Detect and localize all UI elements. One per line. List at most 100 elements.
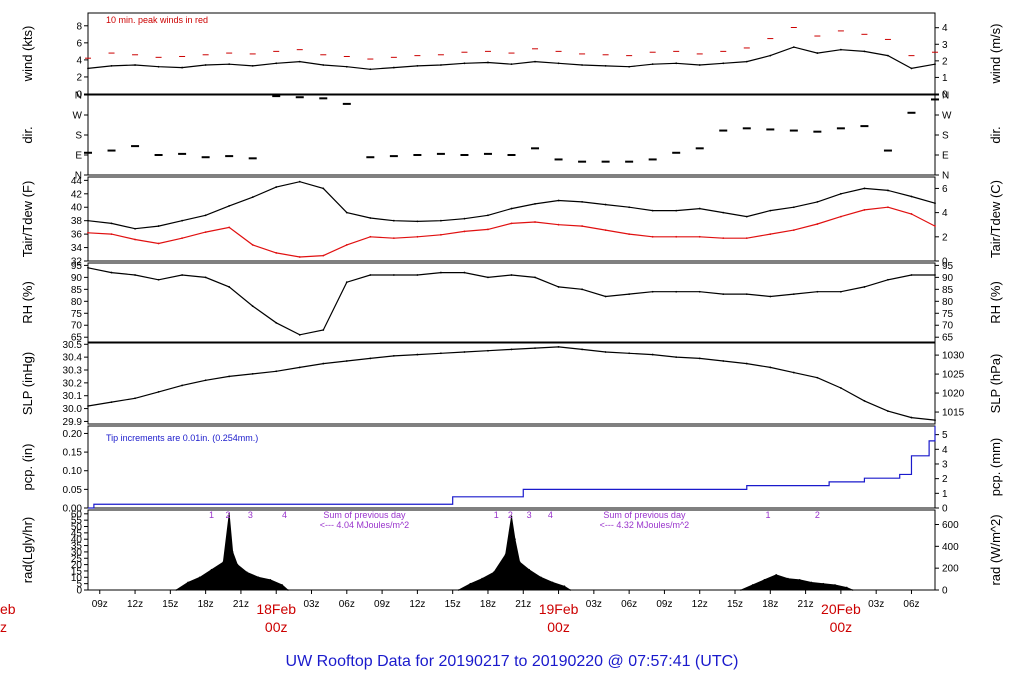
series-RH bbox=[87, 267, 935, 336]
data-point-rad bbox=[469, 582, 472, 585]
data-point-wind bbox=[675, 62, 678, 65]
right-tick-label: 2 bbox=[942, 56, 948, 67]
data-point-rad bbox=[810, 581, 813, 584]
data-point-Tdew bbox=[157, 242, 160, 245]
data-point-RH bbox=[792, 293, 795, 296]
right-tick-label: 0 bbox=[942, 257, 948, 268]
panel-frame bbox=[87, 12, 936, 95]
data-point-RH bbox=[134, 274, 136, 276]
data-point-Tair bbox=[722, 211, 725, 214]
data-point-RH bbox=[181, 274, 184, 276]
data-point-wind bbox=[134, 64, 136, 66]
left-tick-label: 29.9 bbox=[63, 417, 83, 428]
rad-annotation-line2: <--- 4.04 MJoules/m^2 bbox=[320, 520, 410, 530]
left-tick-label: 30.4 bbox=[63, 353, 83, 364]
rad-marker: 2 bbox=[815, 510, 820, 520]
right-tick-label: 200 bbox=[942, 564, 959, 575]
left-tick-label: 85 bbox=[71, 285, 83, 296]
data-point-SLP bbox=[534, 347, 536, 350]
right-tick-label: W bbox=[942, 111, 952, 122]
data-point-SLP bbox=[839, 387, 842, 389]
right-tick-label: 6 bbox=[942, 184, 948, 195]
left-tick-label: 32 bbox=[71, 257, 83, 268]
data-point-rad bbox=[287, 589, 289, 591]
data-point-SLP bbox=[557, 345, 560, 348]
panel-rad: 0510152025303540455055600200400600rad(Lg… bbox=[20, 509, 1003, 596]
data-point-Tair bbox=[792, 206, 795, 209]
right-tick-label: 1020 bbox=[942, 389, 965, 400]
data-point-RH bbox=[675, 290, 678, 293]
panel-note: Tip increments are 0.01in. (0.254mm.) bbox=[106, 433, 258, 443]
data-point-RH bbox=[534, 276, 536, 279]
data-point-rad bbox=[231, 551, 234, 553]
data-point-RH bbox=[651, 290, 654, 293]
data-point-wind bbox=[769, 54, 772, 57]
x-tick-label: 18z bbox=[762, 599, 778, 610]
data-point-wind bbox=[534, 60, 536, 63]
data-point-Tair bbox=[934, 202, 936, 205]
data-point-wind bbox=[392, 66, 395, 69]
data-point-rad bbox=[187, 581, 189, 584]
data-point-Tair bbox=[392, 219, 395, 222]
data-point-SLP bbox=[181, 384, 184, 387]
data-point-RH bbox=[487, 276, 489, 279]
y-axis-label: SLP (inHg) bbox=[20, 352, 35, 415]
right-tick-label: 5 bbox=[942, 430, 948, 441]
panel-note: 10 min. peak winds in red bbox=[106, 15, 208, 25]
series-SLP bbox=[87, 346, 936, 421]
data-point-wind bbox=[251, 64, 254, 67]
data-point-RH bbox=[87, 266, 89, 269]
data-point-Tair bbox=[557, 199, 560, 202]
left-tick-label: E bbox=[75, 151, 82, 162]
data-point-rad bbox=[175, 589, 178, 591]
data-point-Tdew bbox=[416, 235, 419, 238]
x-edge-time-label: z bbox=[0, 619, 7, 635]
data-point-rad bbox=[222, 561, 225, 563]
left-tick-label: 4 bbox=[76, 55, 82, 66]
panel-slp: 29.9 30.0 30.1 30.230.3 30.4 30.5 1015 1020 1025… bbox=[20, 340, 1003, 428]
data-point-RH bbox=[392, 274, 395, 276]
data-point-RH bbox=[863, 286, 866, 288]
rad-annotation-line1: Sum of previous day bbox=[603, 510, 686, 520]
data-point-RH bbox=[204, 276, 207, 279]
data-point-Tdew bbox=[228, 226, 231, 229]
data-point-Tair bbox=[157, 225, 160, 227]
data-point-Tdew bbox=[134, 238, 136, 241]
right-tick-label: N bbox=[942, 171, 949, 182]
data-point-wind bbox=[463, 62, 466, 65]
x-day-label: 18Feb bbox=[256, 601, 296, 617]
data-point-SLP bbox=[698, 357, 701, 360]
data-point-rad bbox=[740, 589, 742, 591]
right-tick-label: 400 bbox=[942, 542, 959, 553]
data-point-Tdew bbox=[604, 229, 607, 231]
left-tick-label: 0.15 bbox=[63, 448, 83, 459]
x-tick-label: 15z bbox=[162, 599, 178, 610]
right-tick-label: 80 bbox=[942, 297, 954, 308]
data-point-SLP bbox=[769, 366, 772, 369]
right-tick-label: 3 bbox=[942, 459, 948, 470]
left-tick-label: 30.5 bbox=[63, 340, 83, 351]
left-tick-label: N bbox=[75, 91, 82, 102]
data-point-Tair bbox=[675, 209, 678, 212]
panel-frame bbox=[87, 262, 936, 343]
data-point-Tdew bbox=[322, 254, 325, 257]
right-tick-label: 1015 bbox=[942, 408, 965, 419]
data-point-SLP bbox=[934, 419, 936, 422]
data-point-rad bbox=[281, 584, 283, 586]
data-point-Tdew bbox=[722, 237, 725, 240]
data-point-rad bbox=[518, 561, 521, 563]
rad-marker: 2 bbox=[508, 510, 513, 520]
data-point-Tdew bbox=[440, 233, 442, 236]
data-point-RH bbox=[557, 286, 560, 288]
data-point-wind bbox=[557, 62, 560, 65]
data-point-SLP bbox=[204, 379, 207, 382]
left-tick-label: 44 bbox=[71, 176, 83, 187]
data-point-Tdew bbox=[87, 231, 89, 234]
data-point-RH bbox=[628, 293, 631, 296]
data-point-SLP bbox=[910, 416, 913, 419]
data-point-wind bbox=[275, 62, 278, 65]
data-point-wind bbox=[487, 61, 489, 64]
data-point-wind bbox=[887, 54, 889, 57]
data-point-SLP bbox=[228, 375, 231, 378]
